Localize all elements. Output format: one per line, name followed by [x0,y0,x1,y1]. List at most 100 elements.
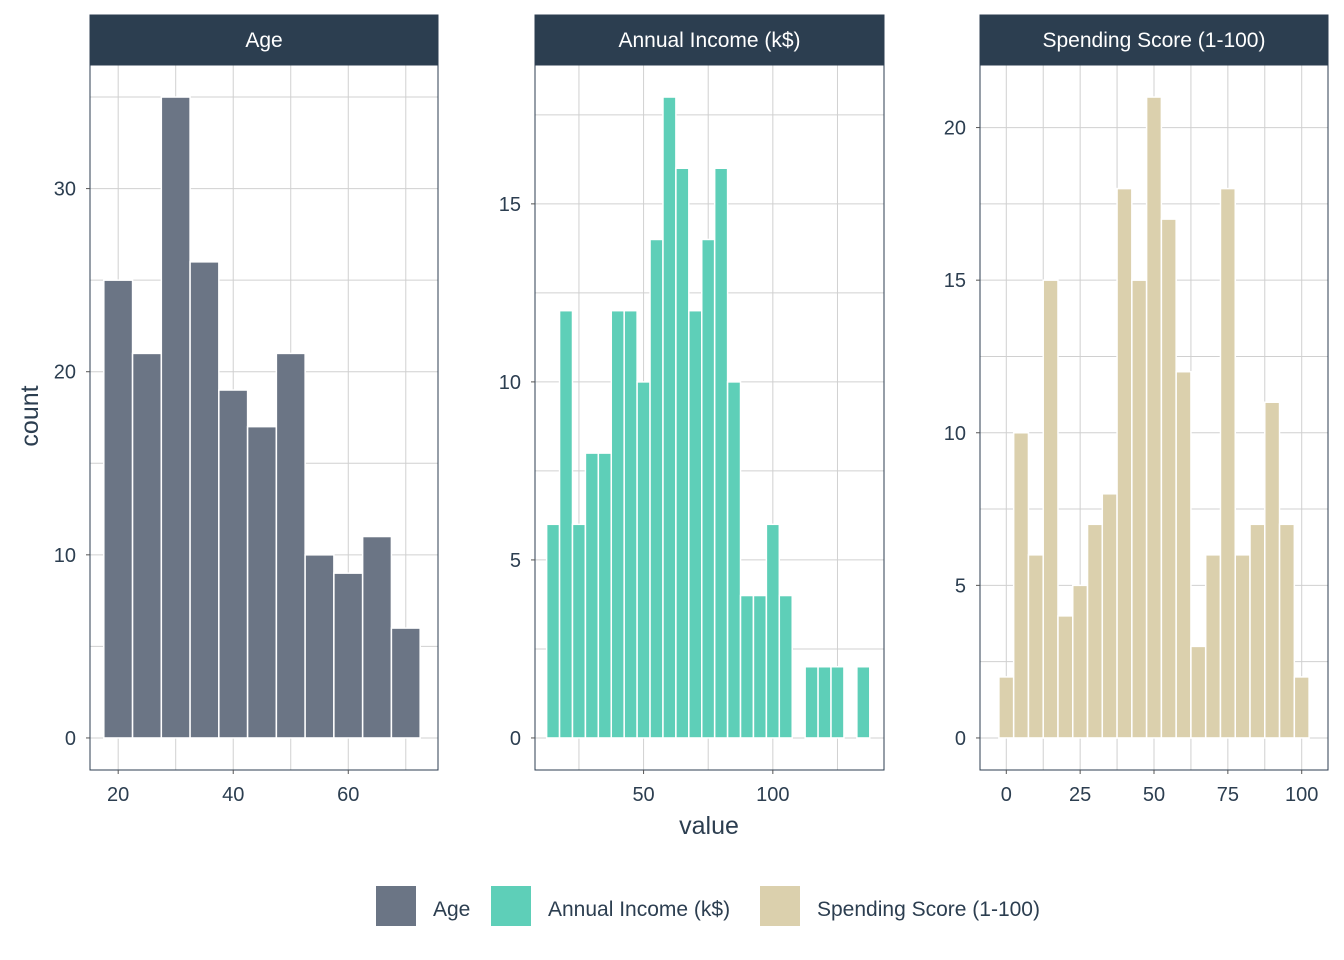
histogram-bar [1086,523,1104,739]
histogram-bar [610,309,625,739]
y-tick-label: 15 [499,194,521,216]
bars [545,96,871,739]
histogram-bar [1057,615,1074,739]
histogram-bar [1219,187,1236,739]
legend-item: Annual Income (k$) [491,886,730,926]
facet-strip [979,14,1329,66]
legend-item: Spending Score (1-100) [760,886,1040,926]
histogram-bar [1278,523,1296,739]
histogram-bar [584,452,600,739]
x-tick-label: 20 [107,784,129,806]
histogram-bar [131,352,163,739]
histogram-bar [1145,96,1163,739]
histogram-bar [778,594,793,739]
y-tick-label: 10 [54,545,76,567]
histogram-bar [1264,401,1281,739]
legend-item: Age [376,886,470,926]
histogram-bar [304,554,335,739]
histogram-bar [160,96,191,739]
histogram-bar [1175,370,1192,739]
histogram-bar [558,309,574,739]
histogram-bar [189,261,220,739]
x-tick-label: 0 [1001,784,1012,806]
y-tick-label: 5 [955,575,966,597]
y-tick-label: 20 [54,362,76,384]
histogram-bar [1042,279,1059,739]
histogram-bar [1012,432,1030,739]
x-tick-label: 100 [756,784,789,806]
facet-panel: Age 0 10 20 30 20 40 60 [54,14,439,806]
histogram-bar [218,389,249,739]
histogram-bar [1190,645,1207,739]
histogram-bar [649,238,664,739]
y-tick-label: 0 [510,728,521,750]
histogram-bar [1204,554,1222,739]
legend-label: Annual Income (k$) [548,898,730,921]
facet-title: Age [245,29,282,52]
histogram-bar [571,523,587,739]
panels: Age 0 10 20 30 20 40 60 Annual Income (k$) 0 5 10 15… [54,14,1329,806]
legend-label: Spending Score (1-100) [817,898,1040,921]
bars [103,96,421,739]
histogram-bar [390,627,421,739]
y-tick-label: 30 [54,179,76,201]
legend: Age Annual Income (k$) Spending Score (1-1… [376,886,1040,926]
histogram-bar [1027,554,1044,739]
histogram-bar [1131,279,1148,739]
legend-swatch [376,886,416,926]
bars [998,96,1310,739]
legend-label: Age [433,898,470,921]
x-tick-label: 50 [632,784,654,806]
y-tick-label: 10 [944,423,966,445]
legend-swatch [491,886,531,926]
histogram-bar [817,665,832,739]
histogram-bar [545,523,561,739]
facet-strip [89,14,439,66]
histogram-bar [752,594,768,739]
histogram-bar [623,309,638,739]
histogram-bar [636,381,651,739]
histogram-bar [333,572,364,739]
facet-panel: Annual Income (k$) 0 5 10 15 50 100 [499,14,885,806]
x-tick-label: 25 [1069,784,1091,806]
facet-panel: Spending Score (1-100) 0 5 10 15 20 0 25 50 75 100 [944,14,1329,806]
histogram-bar [765,523,781,739]
facet-strip [534,14,885,66]
histogram-bar [804,665,819,739]
y-tick-label: 15 [944,270,966,292]
histogram-bar [1160,218,1177,739]
histogram-bar [675,167,690,739]
y-tick-label: 5 [510,550,521,572]
y-tick-label: 10 [499,372,521,394]
histogram-bar [998,676,1015,739]
histogram-bar [830,665,845,739]
facet-title: Annual Income (k$) [618,29,800,52]
y-tick-label: 0 [65,728,76,750]
histogram-bar [275,352,306,739]
histogram-bar [1293,676,1310,739]
y-axis-title: count [16,385,44,446]
x-tick-label: 50 [1143,784,1165,806]
histogram-bar [739,594,755,739]
histogram-bar [361,535,393,739]
histogram-bar [1101,493,1118,739]
y-tick-label: 20 [944,118,966,140]
histogram-bar [1072,584,1089,739]
legend-swatch [760,886,800,926]
x-tick-label: 75 [1217,784,1239,806]
histogram-bar [662,96,677,739]
histogram-bar [726,381,742,739]
histogram-bar [1116,187,1133,739]
histogram-bar [103,279,134,739]
x-axis-title: value [679,812,739,840]
x-tick-label: 40 [222,784,244,806]
facet-title: Spending Score (1-100) [1043,29,1266,52]
histogram-bar [246,425,278,739]
x-tick-label: 60 [337,784,359,806]
histogram-bar [1249,523,1266,739]
y-tick-label: 0 [955,728,966,750]
histogram-bar [688,309,703,739]
x-tick-label: 100 [1285,784,1318,806]
histogram-bar [1234,554,1251,739]
